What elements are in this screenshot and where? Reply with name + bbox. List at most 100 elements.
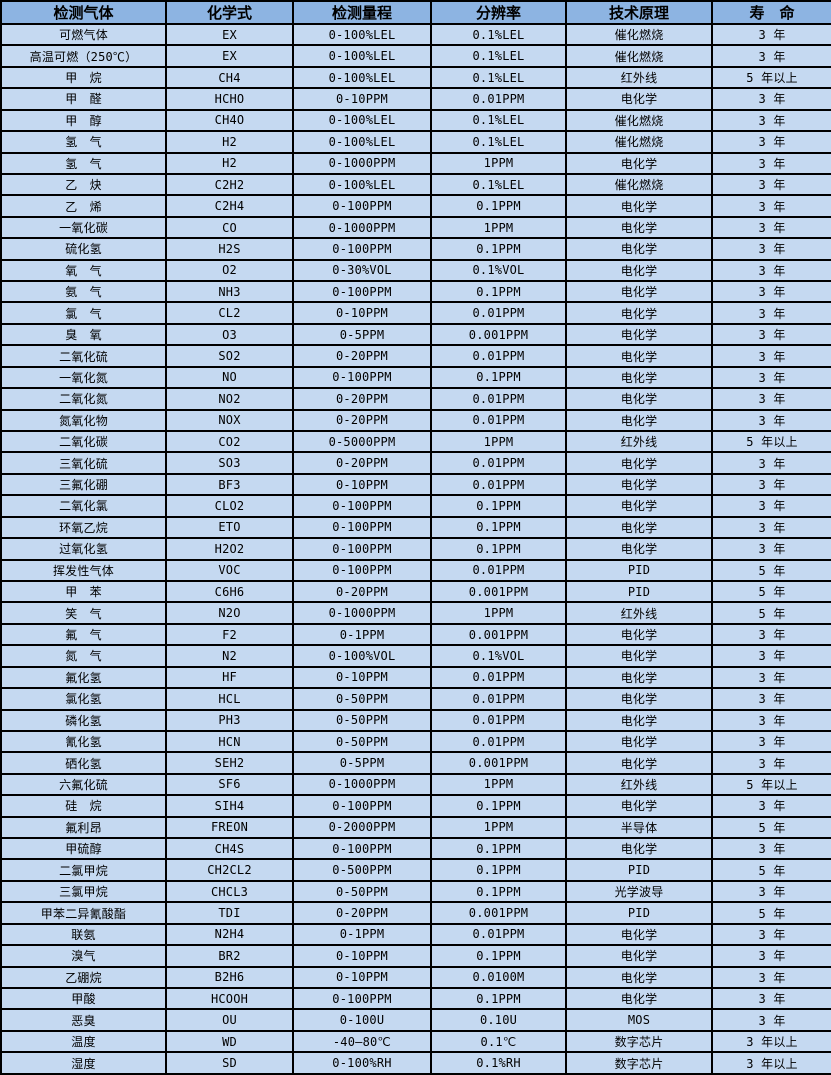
cell-gas: 三氧化硫 bbox=[0, 451, 167, 475]
cell-life: 3 年 bbox=[711, 794, 831, 818]
cell-principle: 电化学 bbox=[565, 215, 713, 240]
cell-resolution: 0.1PPM bbox=[430, 194, 567, 218]
cell-gas: 甲 烷 bbox=[0, 65, 167, 90]
cell-gas: 氟化氢 bbox=[0, 665, 167, 690]
cell-resolution: 0.001PPM bbox=[430, 751, 567, 775]
cell-resolution: 0.1%LEL bbox=[430, 130, 567, 154]
cell-resolution: 0.01PPM bbox=[430, 451, 567, 475]
cell-gas: 硅 烷 bbox=[0, 794, 167, 818]
cell-formula: FREON bbox=[165, 815, 294, 840]
cell-principle: 电化学 bbox=[565, 922, 713, 947]
cell-life: 3 年 bbox=[711, 215, 831, 240]
table-row: 乙硼烷 B2H6 0-10PPM 0.0100M 电化学 3 年 bbox=[0, 965, 831, 990]
table-row: 氟 气 F2 0-1PPM 0.001PPM 电化学 3 年 bbox=[0, 622, 831, 647]
cell-formula: OU bbox=[165, 1008, 294, 1032]
cell-resolution: 0.1PPM bbox=[430, 879, 567, 904]
cell-principle: 红外线 bbox=[565, 772, 713, 797]
cell-range: 0-5PPM bbox=[292, 322, 432, 347]
cell-life: 3 年 bbox=[711, 387, 831, 411]
cell-resolution: 0.001PPM bbox=[430, 322, 567, 347]
table-row: 湿度 SD 0-100%RH 0.1%RH 数字芯片 3 年以上 bbox=[0, 1051, 831, 1075]
cell-resolution: 0.01PPM bbox=[430, 558, 567, 582]
table-row: 氟利昂 FREON 0-2000PPM 1PPM 半导体 5 年 bbox=[0, 815, 831, 840]
cell-gas: 氟利昂 bbox=[0, 815, 167, 840]
cell-gas: 氯 气 bbox=[0, 301, 167, 325]
cell-gas: 高温可燃（250℃） bbox=[0, 44, 167, 68]
cell-principle: 电化学 bbox=[565, 258, 713, 283]
cell-life: 3 年 bbox=[711, 687, 831, 711]
cell-formula: H2S bbox=[165, 237, 294, 261]
cell-gas: 六氟化硫 bbox=[0, 772, 167, 797]
table-row: 乙 炔 C2H2 0-100%LEL 0.1%LEL 催化燃烧 3 年 bbox=[0, 172, 831, 197]
cell-formula: O2 bbox=[165, 258, 294, 283]
cell-formula: CH4S bbox=[165, 837, 294, 861]
table-row: 恶臭 OU 0-100U 0.10U MOS 3 年 bbox=[0, 1008, 831, 1032]
cell-resolution: 0.01PPM bbox=[430, 708, 567, 732]
cell-resolution: 0.001PPM bbox=[430, 622, 567, 647]
cell-life: 3 年 bbox=[711, 237, 831, 261]
cell-resolution: 0.0100M bbox=[430, 965, 567, 990]
cell-resolution: 1PPM bbox=[430, 151, 567, 175]
cell-range: 0-10PPM bbox=[292, 965, 432, 990]
cell-formula: HCL bbox=[165, 687, 294, 711]
table-row: 硒化氢 SEH2 0-5PPM 0.001PPM 电化学 3 年 bbox=[0, 751, 831, 775]
cell-principle: 电化学 bbox=[565, 280, 713, 304]
cell-life: 5 年 bbox=[711, 815, 831, 840]
cell-resolution: 0.1%RH bbox=[430, 1051, 567, 1075]
table-row: 氢 气 H2 0-100%LEL 0.1%LEL 催化燃烧 3 年 bbox=[0, 130, 831, 154]
cell-formula: C6H6 bbox=[165, 579, 294, 604]
cell-life: 3 年 bbox=[711, 344, 831, 368]
cell-gas: 硫化氢 bbox=[0, 237, 167, 261]
table-row: 氧 气 O2 0-30%VOL 0.1%VOL 电化学 3 年 bbox=[0, 258, 831, 283]
cell-principle: MOS bbox=[565, 1008, 713, 1032]
cell-range: 0-30%VOL bbox=[292, 258, 432, 283]
cell-range: 0-5PPM bbox=[292, 751, 432, 775]
cell-principle: 电化学 bbox=[565, 365, 713, 390]
cell-formula: NH3 bbox=[165, 280, 294, 304]
cell-principle: 电化学 bbox=[565, 194, 713, 218]
cell-range: 0-100%LEL bbox=[292, 44, 432, 68]
cell-formula: VOC bbox=[165, 558, 294, 582]
cell-resolution: 1PPM bbox=[430, 429, 567, 454]
table-row: 六氟化硫 SF6 0-1000PPM 1PPM 红外线 5 年以上 bbox=[0, 772, 831, 797]
cell-gas: 一氧化碳 bbox=[0, 215, 167, 240]
table-row: 过氧化氢 H2O2 0-100PPM 0.1PPM 电化学 3 年 bbox=[0, 537, 831, 561]
cell-resolution: 0.1%LEL bbox=[430, 22, 567, 47]
cell-principle: 催化燃烧 bbox=[565, 172, 713, 197]
cell-range: 0-20PPM bbox=[292, 579, 432, 604]
table-row: 三氟化硼 BF3 0-10PPM 0.01PPM 电化学 3 年 bbox=[0, 472, 831, 497]
cell-resolution: 0.01PPM bbox=[430, 729, 567, 754]
cell-resolution: 0.1PPM bbox=[430, 494, 567, 518]
cell-resolution: 0.1PPM bbox=[430, 986, 567, 1011]
cell-formula: CH4 bbox=[165, 65, 294, 90]
cell-life: 3 年 bbox=[711, 1008, 831, 1032]
cell-range: 0-100%LEL bbox=[292, 65, 432, 90]
cell-gas: 乙 烯 bbox=[0, 194, 167, 218]
cell-life: 3 年 bbox=[711, 408, 831, 433]
table-row: 甲 醇 CH4O 0-100%LEL 0.1%LEL 催化燃烧 3 年 bbox=[0, 108, 831, 133]
cell-range: 0-100PPM bbox=[292, 558, 432, 582]
cell-gas: 二氧化氯 bbox=[0, 494, 167, 518]
cell-range: 0-1PPM bbox=[292, 622, 432, 647]
cell-formula: HCHO bbox=[165, 87, 294, 111]
cell-formula: SEH2 bbox=[165, 751, 294, 775]
cell-gas: 溴气 bbox=[0, 944, 167, 968]
cell-range: -40—80℃ bbox=[292, 1029, 432, 1054]
table-row: 甲 烷 CH4 0-100%LEL 0.1%LEL 红外线 5 年以上 bbox=[0, 65, 831, 90]
cell-gas: 二氯甲烷 bbox=[0, 858, 167, 882]
cell-principle: 数字芯片 bbox=[565, 1051, 713, 1075]
cell-resolution: 0.1%VOL bbox=[430, 258, 567, 283]
cell-life: 3 年 bbox=[711, 644, 831, 668]
cell-gas: 甲硫醇 bbox=[0, 837, 167, 861]
cell-formula: CO bbox=[165, 215, 294, 240]
cell-range: 0-50PPM bbox=[292, 879, 432, 904]
cell-principle: 催化燃烧 bbox=[565, 108, 713, 133]
cell-life: 3 年 bbox=[711, 708, 831, 732]
cell-resolution: 0.001PPM bbox=[430, 901, 567, 925]
cell-resolution: 0.1%LEL bbox=[430, 65, 567, 90]
cell-life: 3 年 bbox=[711, 280, 831, 304]
cell-resolution: 0.1%LEL bbox=[430, 108, 567, 133]
cell-principle: 电化学 bbox=[565, 151, 713, 175]
